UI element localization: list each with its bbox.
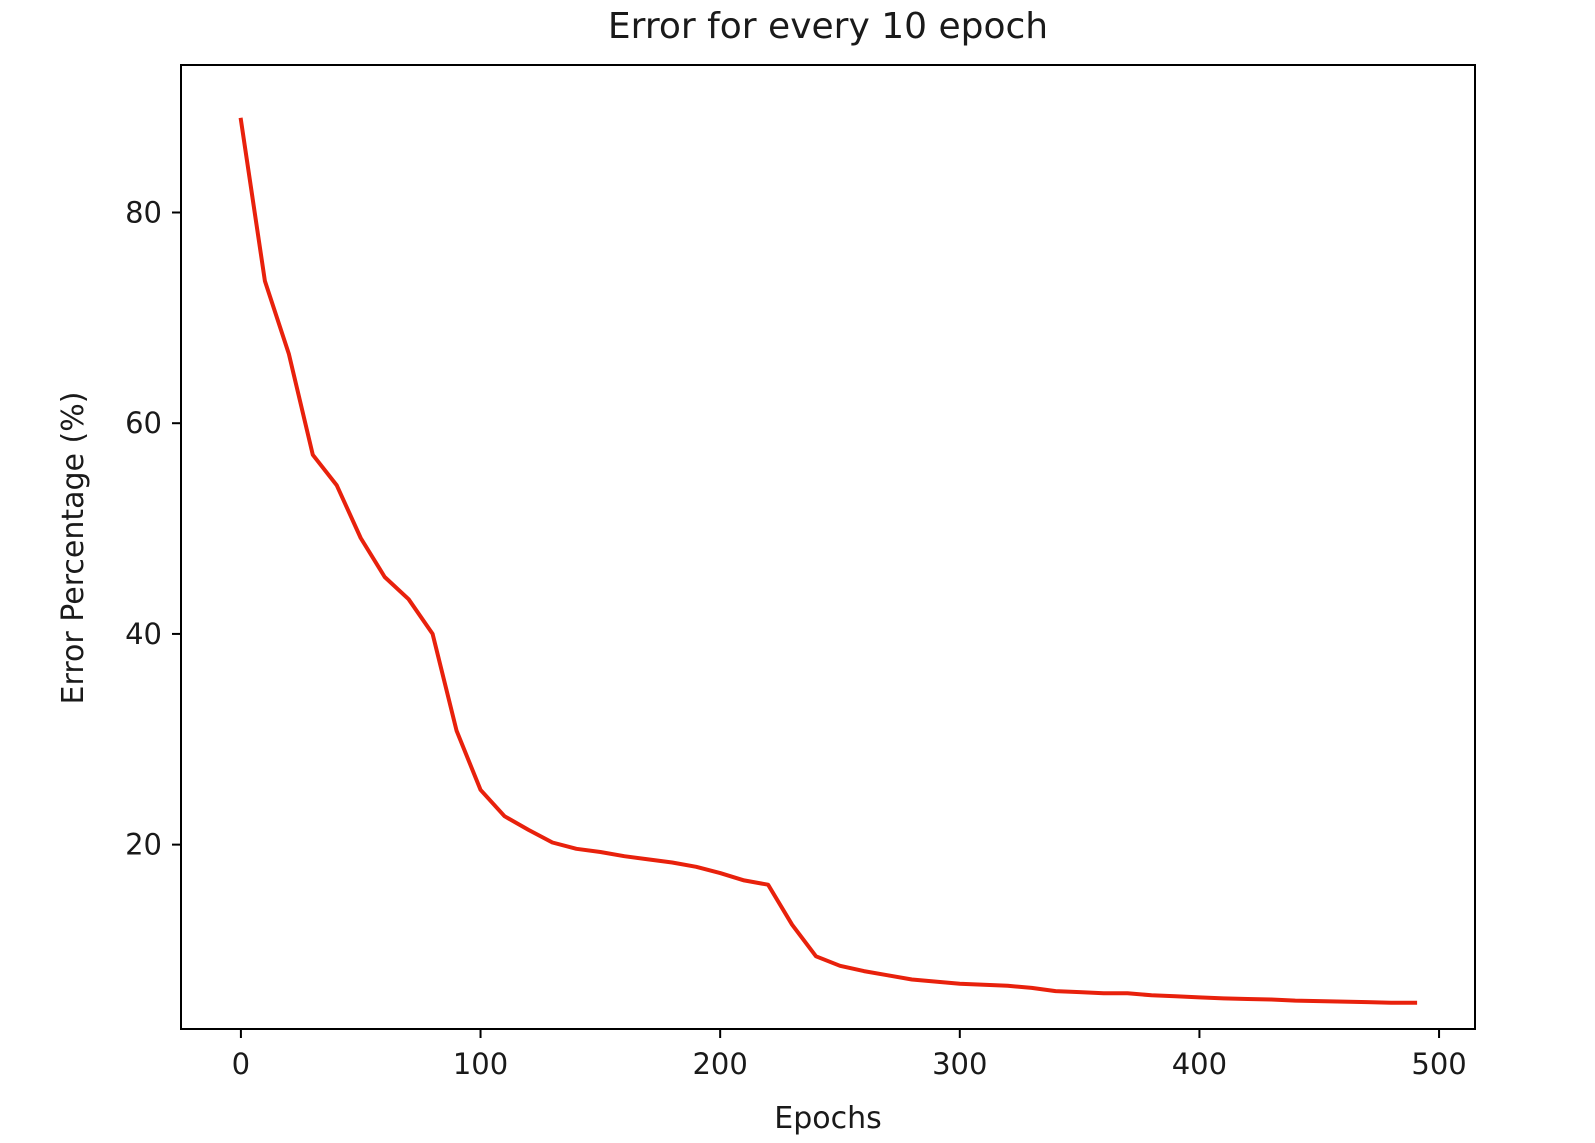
y-axis-label: Error Percentage (%) xyxy=(56,392,91,705)
y-tick-label: 60 xyxy=(125,406,162,440)
x-axis-label: Epochs xyxy=(774,1101,882,1136)
x-tick-label: 400 xyxy=(1172,1047,1227,1081)
series-layer xyxy=(238,117,1418,1005)
x-tick-label: 0 xyxy=(232,1047,250,1081)
x-tick-label: 300 xyxy=(932,1047,987,1081)
y-tick-label: 40 xyxy=(125,617,162,651)
y-axis-ticks: 20 40 60 80 xyxy=(125,195,181,862)
x-tick-label: 500 xyxy=(1411,1047,1466,1081)
y-tick-label: 80 xyxy=(125,195,162,229)
x-tick-label: 200 xyxy=(692,1047,747,1081)
y-tick-label: 20 xyxy=(125,828,162,862)
error-series-line xyxy=(238,117,1418,1005)
chart-title: Error for every 10 epoch xyxy=(608,6,1048,47)
plot-area-frame xyxy=(180,64,1476,1030)
x-axis-ticks: 0 100 200 300 400 500 xyxy=(232,1029,1467,1081)
x-tick-label: 100 xyxy=(453,1047,508,1081)
